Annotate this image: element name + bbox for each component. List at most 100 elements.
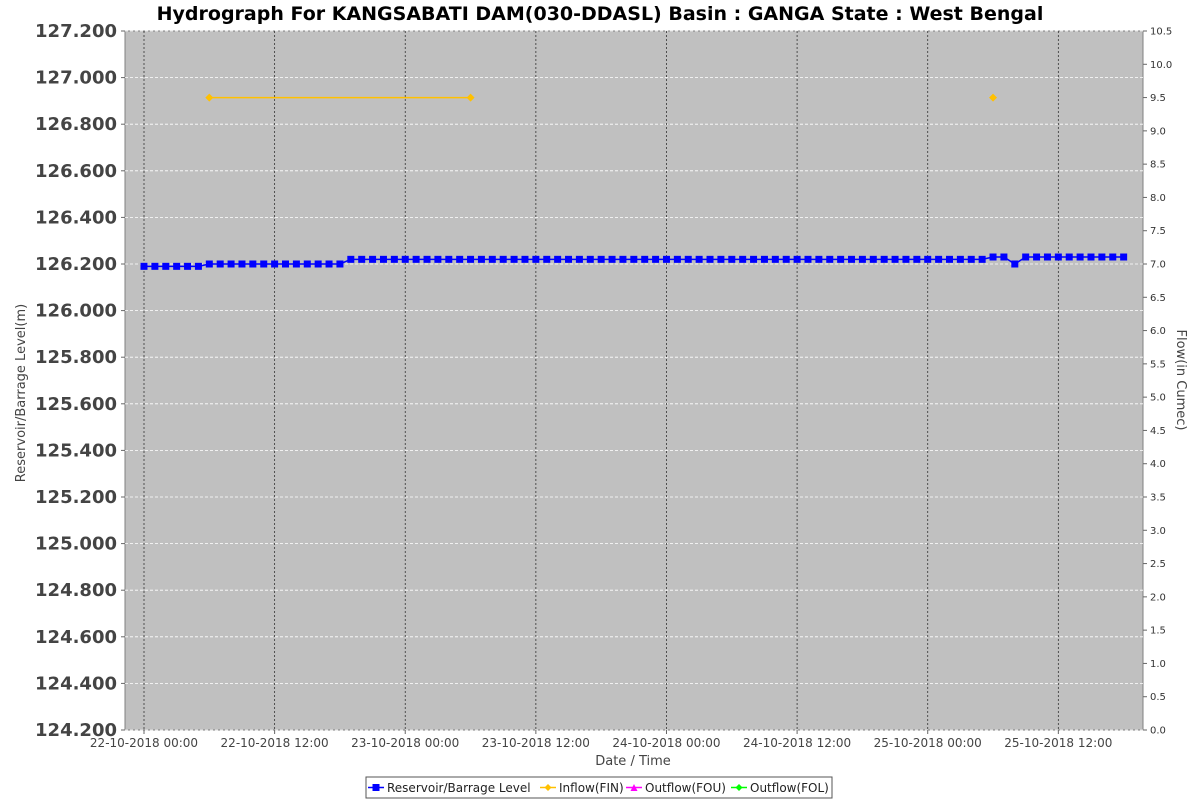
reservoir-level-point xyxy=(1076,253,1084,261)
x-axis-label: Date / Time xyxy=(595,754,671,769)
reservoir-level-point xyxy=(238,260,246,268)
y-tick-label: 125.600 xyxy=(35,394,117,415)
y2-tick-label: 10.5 xyxy=(1150,27,1172,38)
y-tick-label: 125.800 xyxy=(35,347,117,368)
reservoir-level-point xyxy=(249,260,257,268)
legend-label: Reservoir/Barrage Level xyxy=(387,781,531,795)
reservoir-level-point xyxy=(205,260,213,268)
y2-tick-label: 3.0 xyxy=(1150,526,1166,537)
reservoir-level-point xyxy=(565,255,573,263)
reservoir-level-point xyxy=(575,255,583,263)
reservoir-level-point xyxy=(445,255,453,263)
reservoir-level-point xyxy=(532,255,540,263)
reservoir-level-point xyxy=(837,255,845,263)
y2-tick-label: 10.0 xyxy=(1150,60,1172,71)
reservoir-level-point xyxy=(935,255,943,263)
reservoir-level-point xyxy=(662,255,670,263)
reservoir-level-point xyxy=(434,255,442,263)
y2-tick-label: 7.0 xyxy=(1150,260,1166,271)
left-axis-ticks: 127.200 127.000 126.800 126.600 126.400 126.2… xyxy=(35,21,125,741)
reservoir-level-point xyxy=(510,255,518,263)
reservoir-level-point xyxy=(978,255,986,263)
y-tick-label: 126.800 xyxy=(35,114,117,135)
y2-tick-label: 3.5 xyxy=(1150,493,1166,504)
reservoir-level-point xyxy=(173,262,181,270)
reservoir-level-point xyxy=(869,255,877,263)
x-tick-label: 22-10-2018 12:00 xyxy=(221,736,329,750)
y-tick-label: 126.400 xyxy=(35,207,117,228)
reservoir-level-point xyxy=(1054,253,1062,261)
right-axis-ticks: 10.5 10.0 9.5 9.0 8.5 8.0 7.5 7.0 6.5 6.0 5.5 5.0 4.… xyxy=(1143,27,1172,737)
reservoir-level-point xyxy=(227,260,235,268)
y2-tick-label: 9.0 xyxy=(1150,126,1166,137)
reservoir-level-point xyxy=(945,255,953,263)
reservoir-level-point xyxy=(369,255,377,263)
y2-tick-label: 1.5 xyxy=(1150,626,1166,637)
reservoir-level-point xyxy=(891,255,899,263)
reservoir-level-point xyxy=(1109,253,1117,261)
reservoir-level-point xyxy=(695,255,703,263)
reservoir-level-point xyxy=(728,255,736,263)
reservoir-level-point xyxy=(673,255,681,263)
y2-tick-label: 8.5 xyxy=(1150,160,1166,171)
reservoir-level-point xyxy=(477,255,485,263)
reservoir-level-point xyxy=(967,255,975,263)
reservoir-level-point xyxy=(848,255,856,263)
y-tick-label: 127.000 xyxy=(35,68,117,89)
x-tick-label: 25-10-2018 00:00 xyxy=(874,736,982,750)
reservoir-level-point xyxy=(1043,253,1051,261)
reservoir-level-point xyxy=(423,255,431,263)
reservoir-level-point xyxy=(956,255,964,263)
reservoir-level-point xyxy=(314,260,322,268)
legend: Reservoir/Barrage Level Inflow(FIN) Outflo… xyxy=(365,776,833,799)
reservoir-level-point xyxy=(717,255,725,263)
reservoir-level-point xyxy=(140,262,148,270)
reservoir-level-point xyxy=(630,255,638,263)
legend-label: Inflow(FIN) xyxy=(559,781,624,795)
reservoir-level-point xyxy=(1022,253,1030,261)
reservoir-level-point xyxy=(760,255,768,263)
reservoir-level-point xyxy=(184,262,192,270)
reservoir-level-point xyxy=(499,255,507,263)
reservoir-level-point xyxy=(684,255,692,263)
y2-tick-label: 2.5 xyxy=(1150,559,1166,570)
y2-tick-label: 4.5 xyxy=(1150,426,1166,437)
grid-lines xyxy=(125,30,1143,731)
x-axis-ticks: 22-10-2018 00:00 22-10-2018 12:00 23-10-20… xyxy=(90,730,1112,750)
reservoir-level-point xyxy=(282,260,290,268)
reservoir-level-point xyxy=(390,255,398,263)
reservoir-level-point xyxy=(456,255,464,263)
legend-marker xyxy=(544,784,552,791)
legend-marker xyxy=(630,784,638,791)
reservoir-level-point xyxy=(488,255,496,263)
reservoir-level-point xyxy=(347,255,355,263)
reservoir-level-point xyxy=(216,260,224,268)
reservoir-level-point xyxy=(782,255,790,263)
reservoir-level-point xyxy=(706,255,714,263)
reservoir-level-point xyxy=(194,262,202,270)
flow-point xyxy=(466,93,475,102)
reservoir-level-point xyxy=(1000,253,1008,261)
y-tick-label: 127.200 xyxy=(35,21,117,42)
reservoir-level-point xyxy=(260,260,268,268)
reservoir-level-point xyxy=(554,255,562,263)
x-tick-label: 22-10-2018 00:00 xyxy=(90,736,198,750)
reservoir-level-point xyxy=(1098,253,1106,261)
reservoir-level-point xyxy=(793,255,801,263)
x-tick-label: 24-10-2018 00:00 xyxy=(612,736,720,750)
y2-tick-label: 6.0 xyxy=(1150,326,1166,337)
reservoir-level-point xyxy=(336,260,344,268)
reservoir-level-point xyxy=(826,255,834,263)
reservoir-level-point xyxy=(303,260,311,268)
y-tick-label: 125.000 xyxy=(35,534,117,555)
reservoir-level-point xyxy=(1120,253,1128,261)
y-tick-label: 124.400 xyxy=(35,673,117,694)
reservoir-level-point xyxy=(151,262,159,270)
reservoir-level-point xyxy=(597,255,605,263)
chart-title: Hydrograph For KANGSABATI DAM(030-DDASL)… xyxy=(157,3,1044,25)
reservoir-level-point xyxy=(467,255,475,263)
reservoir-level-point xyxy=(619,255,627,263)
reservoir-level-point xyxy=(543,255,551,263)
series-inflow-fin xyxy=(205,93,998,102)
